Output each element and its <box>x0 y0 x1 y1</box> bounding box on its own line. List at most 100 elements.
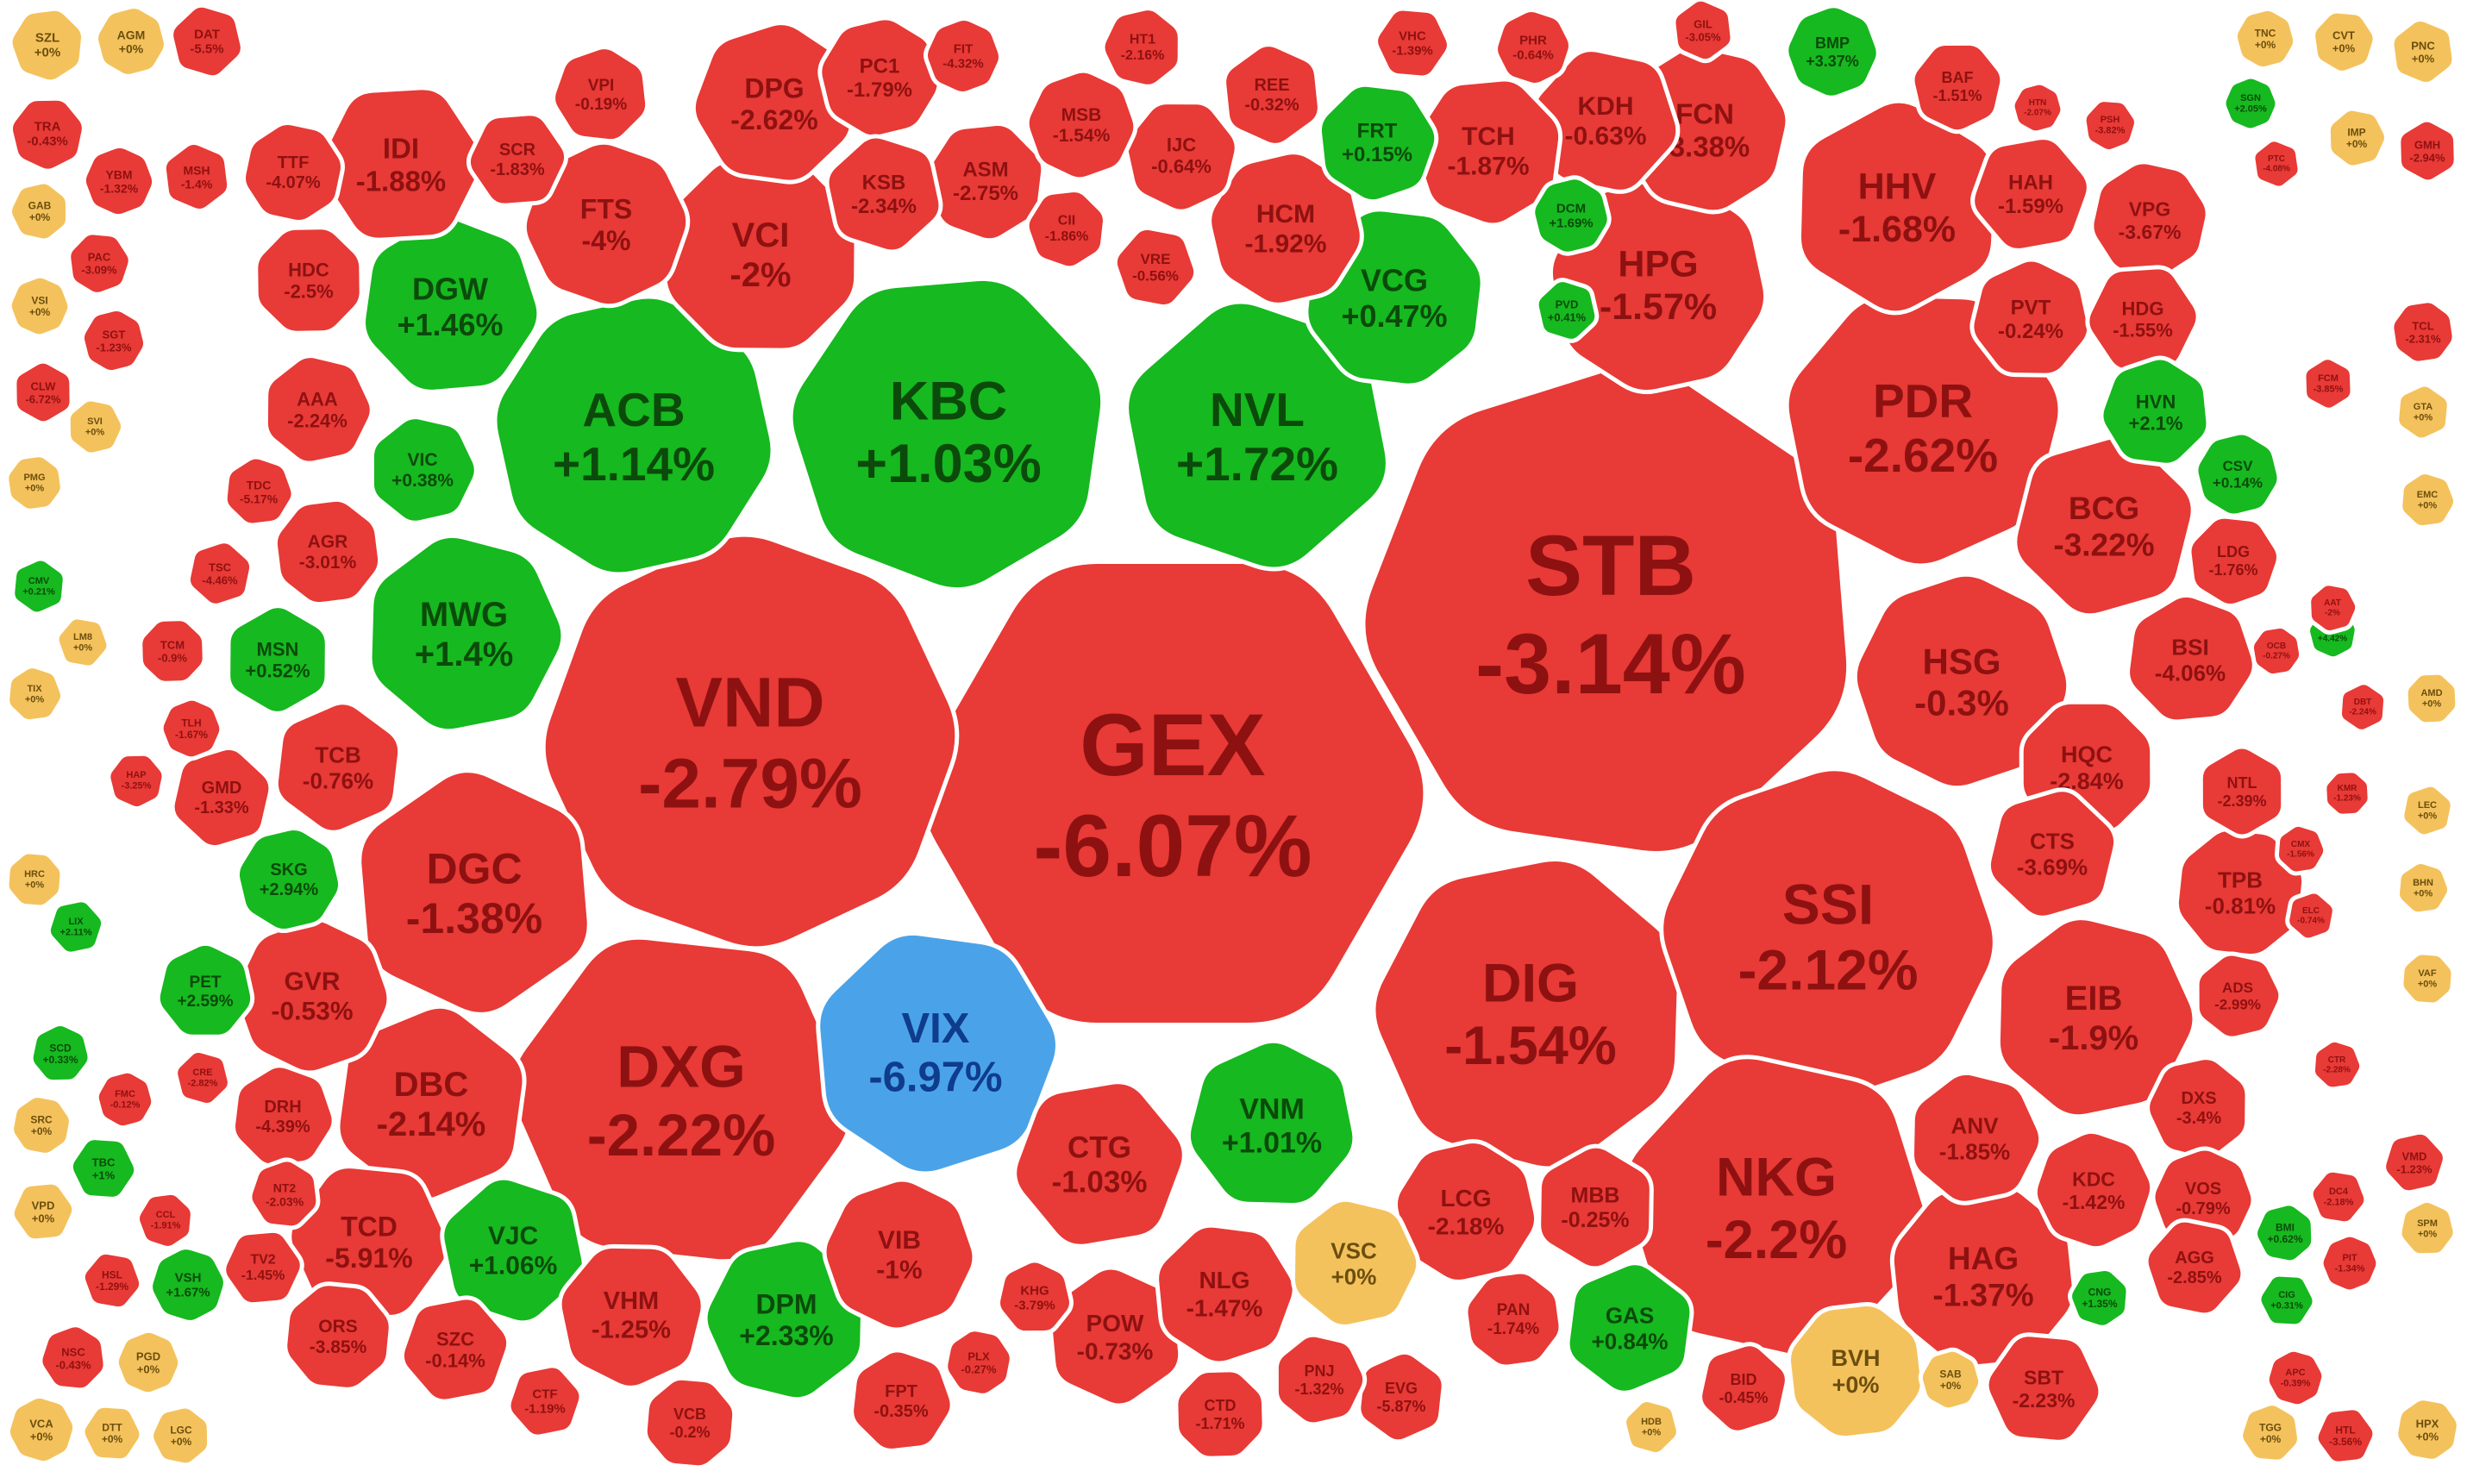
cell-vsh[interactable]: VSH+1.67% <box>148 1245 228 1324</box>
cell-hsl[interactable]: HSL-1.29% <box>80 1249 144 1312</box>
cell-tgg[interactable]: TGG+0% <box>2238 1401 2301 1464</box>
cell-szl[interactable]: SZL+0% <box>8 6 86 85</box>
cell-mbb[interactable]: MBB-0.25% <box>1537 1143 1654 1271</box>
cell-gvr[interactable]: GVR-0.53% <box>233 917 391 1075</box>
cell-apc[interactable]: APC-0.39% <box>2264 1347 2326 1409</box>
cell-bcg[interactable]: BCG-3.22% <box>2013 434 2195 618</box>
cell-ybm[interactable]: YBM-1.32% <box>81 143 157 219</box>
cell-hhv[interactable]: HHV-1.68% <box>1796 98 1998 316</box>
cell-cvt[interactable]: CVT+0% <box>2311 9 2377 75</box>
cell-vca[interactable]: VCA+0% <box>5 1393 78 1466</box>
cell-nt2[interactable]: NT2-2.03% <box>247 1157 321 1230</box>
cell-tcd[interactable]: TCD-5.91% <box>287 1164 451 1319</box>
cell-tdc[interactable]: TDC-5.17% <box>222 454 296 528</box>
cell-vpg[interactable]: VPG-3.67% <box>2089 160 2210 280</box>
cell-ttf[interactable]: TTF-4.07% <box>241 121 345 224</box>
cell-bsi[interactable]: BSI-4.06% <box>2126 592 2257 724</box>
cell-htn[interactable]: HTN-2.07% <box>2010 80 2065 135</box>
cell-gil[interactable]: GIL-3.05% <box>1671 0 1735 64</box>
cell-fts[interactable]: FTS-4% <box>522 140 691 309</box>
cell-elc[interactable]: ELC-0.74% <box>2285 889 2337 942</box>
cell-bvh[interactable]: BVH+0% <box>1786 1301 1925 1441</box>
cell-pac[interactable]: PAC-3.09% <box>66 230 133 297</box>
cell-vib[interactable]: VIB-1% <box>822 1177 977 1332</box>
cell-nlg[interactable]: NLG-1.47% <box>1155 1223 1297 1366</box>
cell-msn[interactable]: MSN+0.52% <box>226 604 329 716</box>
cell-nkg[interactable]: NKG-2.2% <box>1621 1055 1932 1360</box>
cell-ntl[interactable]: NTL-2.39% <box>2198 744 2286 839</box>
cell-dcm[interactable]: DCM+1.69% <box>1531 175 1612 256</box>
cell-sgn[interactable]: SGN+2.05% <box>2221 74 2280 133</box>
cell-nsc[interactable]: NSC-0.43% <box>38 1323 108 1393</box>
cell-agg[interactable]: AGG-2.85% <box>2144 1218 2245 1318</box>
cell-tcm[interactable]: TCM-0.9% <box>138 617 207 686</box>
cell-ads[interactable]: ADS-2.99% <box>2195 951 2283 1041</box>
cell-dgw[interactable]: DGW+1.46% <box>361 215 542 394</box>
cell-sbt[interactable]: SBT-2.23% <box>1984 1332 2103 1444</box>
cell-vmd[interactable]: VMD-1.23% <box>2382 1130 2447 1195</box>
cell-kdc[interactable]: KDC-1.42% <box>2032 1129 2155 1251</box>
cell-agm[interactable]: AGM+0% <box>94 4 168 78</box>
cell-tbc[interactable]: TBC+1% <box>68 1136 139 1201</box>
cell-fmc[interactable]: FMC-0.12% <box>94 1068 156 1130</box>
cell-svi[interactable]: SVI+0% <box>66 397 126 457</box>
cell-pgd[interactable]: PGD+0% <box>114 1328 183 1397</box>
cell-ctr[interactable]: CTR-2.28% <box>2310 1037 2364 1092</box>
cell-nvl[interactable]: NVL+1.72% <box>1124 299 1390 572</box>
cell-lcg[interactable]: LCG-2.18% <box>1393 1138 1539 1285</box>
cell-acb[interactable]: ACB+1.14% <box>492 294 775 577</box>
cell-bhn[interactable]: BHN+0% <box>2395 860 2452 917</box>
cell-hvn[interactable]: HVN+2.1% <box>2099 355 2211 467</box>
cell-baf[interactable]: BAF-1.51% <box>1910 41 2005 135</box>
cell-hsg[interactable]: HSG-0.3% <box>1852 572 2071 791</box>
cell-cii[interactable]: CII-1.86% <box>1024 188 1107 271</box>
cell-dc4[interactable]: DC4-2.18% <box>2308 1168 2369 1226</box>
cell-csv[interactable]: CSV+0.14% <box>2194 430 2282 518</box>
cell-vsi[interactable]: VSI+0% <box>7 273 72 339</box>
cell-gta[interactable]: GTA+0% <box>2395 382 2451 442</box>
cell-ptc[interactable]: PTC-4.08% <box>2251 137 2302 191</box>
cell-agr[interactable]: AGR-3.01% <box>272 497 383 607</box>
cell-spm[interactable]: SPM+0% <box>2397 1198 2458 1258</box>
cell-pmg[interactable]: PMG+0% <box>4 453 65 513</box>
cell-msh[interactable]: MSH-1.4% <box>161 140 232 214</box>
cell-hpx[interactable]: HPX+0% <box>2394 1396 2461 1463</box>
cell-lix[interactable]: LIX+2.11% <box>46 898 106 956</box>
cell-src[interactable]: SRC+0% <box>9 1093 73 1157</box>
cell-tv2[interactable]: TV2-1.45% <box>222 1228 304 1307</box>
cell-szc[interactable]: SZC-0.14% <box>399 1295 511 1404</box>
cell-ctg[interactable]: CTG-1.03% <box>1012 1080 1187 1249</box>
cell-lgc[interactable]: LGC+0% <box>149 1404 212 1468</box>
cell-ctd[interactable]: CTD-1.71% <box>1174 1368 1267 1461</box>
cell-pvd[interactable]: PVD+0.41% <box>1534 278 1600 343</box>
cell-ors[interactable]: ORS-3.85% <box>283 1281 393 1392</box>
cell-hrc[interactable]: HRC+0% <box>4 849 65 910</box>
cell-msb[interactable]: MSB-1.54% <box>1024 68 1138 182</box>
cell-cmv[interactable]: CMV+0.21% <box>10 556 67 617</box>
cell-dtt[interactable]: DTT+0% <box>80 1403 144 1463</box>
cell-pvt[interactable]: PVT-0.24% <box>1969 257 2092 378</box>
cell-fpt[interactable]: FPT-0.35% <box>849 1348 955 1453</box>
cell-pan[interactable]: PAN-1.74% <box>1463 1269 1563 1369</box>
cell-vnm[interactable]: VNM+1.01% <box>1186 1038 1357 1208</box>
cell-khg[interactable]: KHG-3.79% <box>996 1258 1074 1336</box>
cell-pc1[interactable]: PC1-1.79% <box>817 16 942 140</box>
cell-skg[interactable]: SKG+2.94% <box>235 825 343 934</box>
cell-vhm[interactable]: VHM-1.25% <box>557 1243 705 1390</box>
cell-dgc[interactable]: DGC-1.38% <box>357 768 592 1017</box>
cell-plx[interactable]: PLX-0.27% <box>943 1327 1014 1398</box>
cell-gas[interactable]: GAS+0.84% <box>1565 1261 1694 1395</box>
cell-lec[interactable]: LEC+0% <box>2400 782 2455 839</box>
cell-dbt[interactable]: DBT-2.24% <box>2337 680 2389 734</box>
cell-ht1[interactable]: HT1-2.16% <box>1100 6 1182 89</box>
cell-clw[interactable]: CLW-6.72% <box>12 359 74 426</box>
cell-tlh[interactable]: TLH-1.67% <box>159 696 224 761</box>
cell-mwg[interactable]: MWG+1.4% <box>367 533 566 734</box>
cell-cre[interactable]: CRE-2.82% <box>173 1049 232 1107</box>
cell-bmi[interactable]: BMI+0.62% <box>2253 1201 2316 1265</box>
cell-dat[interactable]: DAT-5.5% <box>169 3 245 80</box>
cell-aat[interactable]: AAT-2% <box>2307 581 2360 635</box>
cell-ree[interactable]: REE-0.32% <box>1222 42 1322 147</box>
cell-drh[interactable]: DRH-4.39% <box>231 1063 336 1168</box>
cell-scr[interactable]: SCR-1.83% <box>466 111 569 208</box>
